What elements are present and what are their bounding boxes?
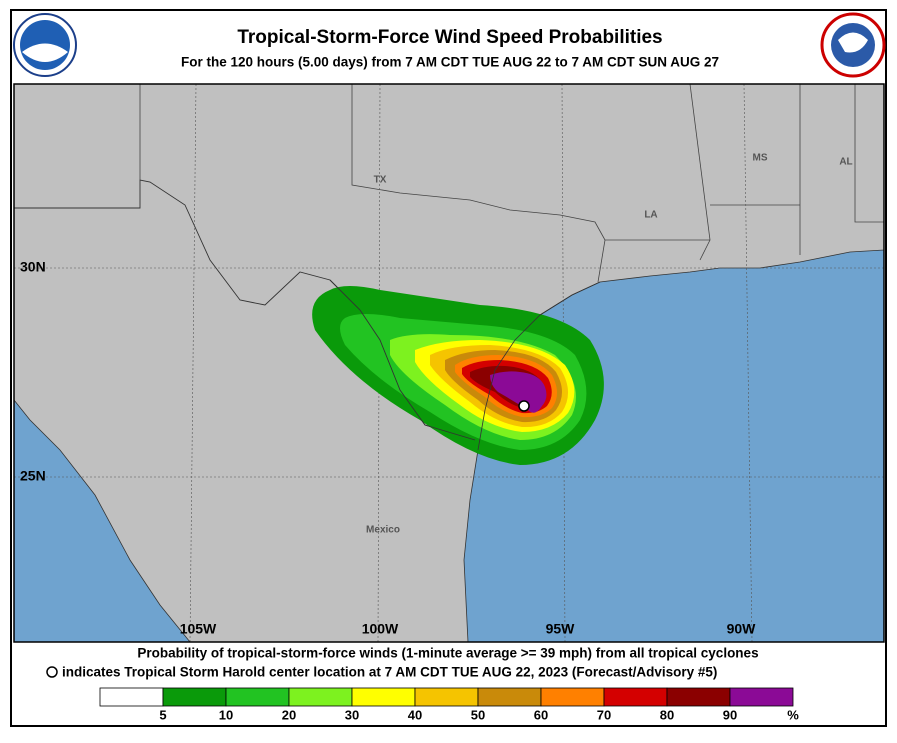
legend-tick-label: 5 xyxy=(159,707,166,722)
border xyxy=(329,279,476,441)
noaa-logo xyxy=(13,13,77,77)
legend-tick-label: 20 xyxy=(282,707,296,722)
title: Tropical-Storm-Force Wind Speed Probabil… xyxy=(237,27,662,48)
legend-tick-label: 80 xyxy=(660,707,674,722)
legend-tick-label: 60 xyxy=(534,707,548,722)
longitude-label: 105W xyxy=(180,621,217,637)
latitude-label: 30N xyxy=(20,259,46,275)
legend-swatch xyxy=(540,687,605,707)
subtitle: For the 120 hours (5.00 days) from 7 AM … xyxy=(181,55,719,70)
footer-line: indicates Tropical Storm Harold center l… xyxy=(62,665,717,680)
probability-contours xyxy=(312,279,604,465)
legend-swatch xyxy=(477,687,542,707)
legend-tick-label: 90 xyxy=(723,707,737,722)
place-label: AL xyxy=(839,157,852,168)
place-label: LA xyxy=(644,210,657,221)
longitude-label: 90W xyxy=(727,621,757,637)
center-symbol xyxy=(46,666,58,678)
longitude-label: 95W xyxy=(546,621,576,637)
outer-frame xyxy=(10,9,887,727)
legend-swatch xyxy=(666,687,731,707)
legend-tick-label: 10 xyxy=(219,707,233,722)
legend-swatch xyxy=(225,687,290,707)
legend-swatch xyxy=(414,687,479,707)
legend-tick-label: 70 xyxy=(597,707,611,722)
contour xyxy=(490,371,547,413)
legend-swatch xyxy=(351,687,416,707)
legend-swatch xyxy=(603,687,668,707)
legend-swatch xyxy=(99,687,164,707)
legend-swatch xyxy=(162,687,227,707)
place-label: TX xyxy=(374,175,387,186)
legend-unit: % xyxy=(787,707,799,722)
footer-line: Probability of tropical-storm-force wind… xyxy=(137,646,758,661)
place-label: MS xyxy=(753,153,768,164)
graticule xyxy=(14,84,884,642)
nws-logo xyxy=(820,12,886,78)
legend-tick-label: 50 xyxy=(471,707,485,722)
longitude-label: 100W xyxy=(362,621,399,637)
legend-tick-label: 30 xyxy=(345,707,359,722)
legend-tick-label: 40 xyxy=(408,707,422,722)
legend-swatch xyxy=(288,687,353,707)
map: 30N 25N 105W 100W 95W 90W TX LA MS AL Me… xyxy=(14,84,884,642)
state-borders xyxy=(139,84,884,283)
map-frame xyxy=(13,83,885,643)
legend-swatch xyxy=(729,687,794,707)
coastline xyxy=(477,281,601,451)
latitude-label: 25N xyxy=(20,468,46,484)
storm-center xyxy=(518,400,530,412)
legend: 5 10 20 30 40 50 60 70 80 90% xyxy=(99,687,799,722)
place-label: Mexico xyxy=(366,525,400,536)
